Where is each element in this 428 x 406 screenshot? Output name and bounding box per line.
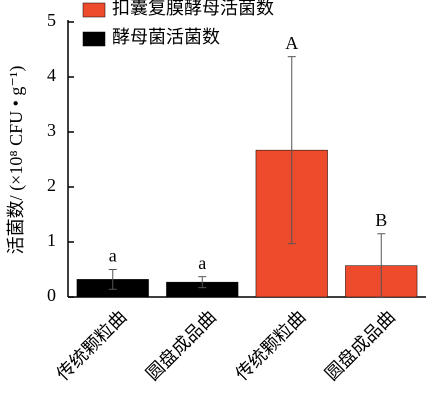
significance-label: a	[198, 253, 206, 273]
legend-swatch	[82, 31, 106, 47]
legend-label: 酵母菌活菌数	[112, 27, 220, 47]
significance-label: a	[109, 246, 117, 266]
y-tick-label: 2	[47, 175, 56, 195]
significance-label: A	[285, 33, 298, 53]
y-tick-label: 4	[47, 65, 56, 85]
y-tick-label: 0	[47, 285, 56, 305]
x-tick-label: 传统颗粒曲	[53, 307, 131, 385]
x-tick-label: 传统颗粒曲	[232, 307, 310, 385]
y-tick-label: 5	[47, 10, 56, 30]
x-tick-label: 圆盘成品曲	[142, 307, 220, 385]
y-tick-label: 3	[47, 120, 56, 140]
significance-label: B	[375, 210, 387, 230]
y-tick-label: 1	[47, 230, 56, 250]
legend-swatch	[82, 2, 106, 18]
y-axis-label: 活菌数/ (×10⁸ CFU • g⁻¹)	[6, 66, 27, 255]
legend-label: 扣囊复膜酵母活菌数	[112, 0, 274, 18]
x-tick-label: 圆盘成品曲	[321, 307, 399, 385]
